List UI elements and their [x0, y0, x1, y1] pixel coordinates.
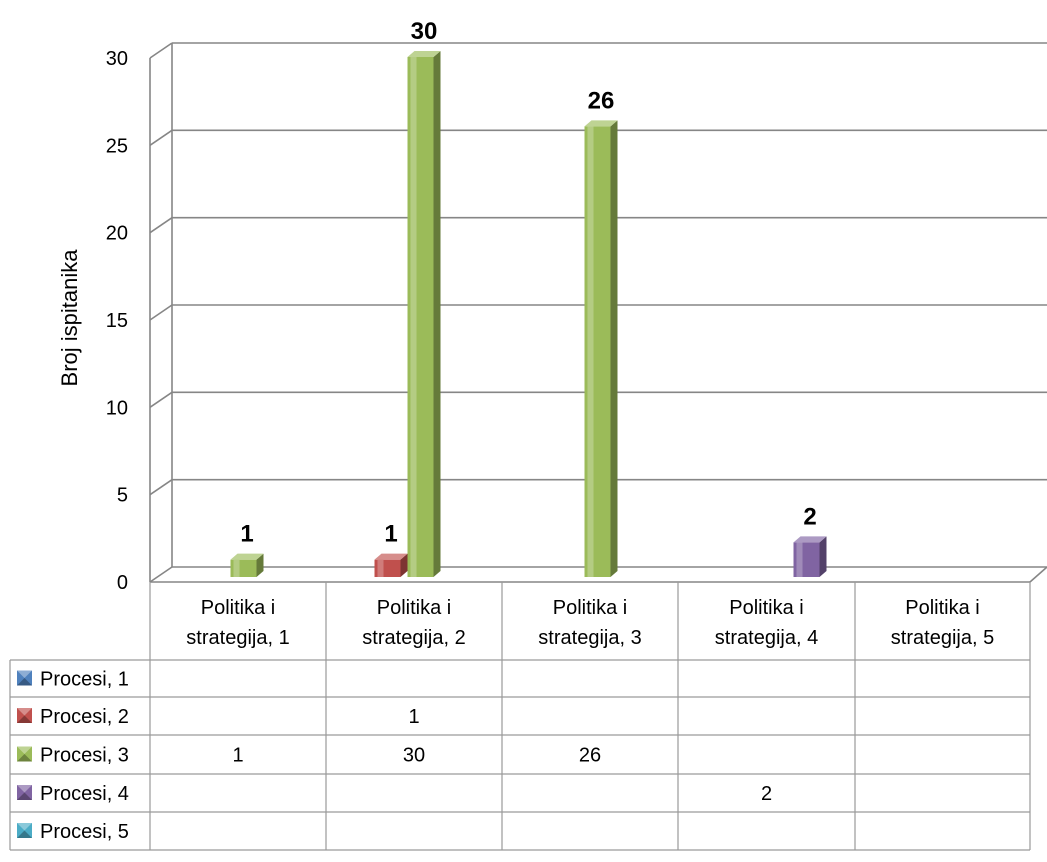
y-tick-label: 30 — [106, 48, 128, 70]
bar-procesi-3 — [584, 120, 618, 577]
data-label: 30 — [411, 18, 438, 45]
bar-top — [230, 553, 264, 560]
data-label: 2 — [803, 503, 816, 530]
legend-key-top — [17, 785, 32, 793]
category-label: strategija, 4 — [715, 627, 818, 649]
y-axis-title: Broj ispitanika — [57, 249, 82, 387]
bar-side — [433, 51, 441, 577]
gridline-diagonal — [149, 129, 173, 146]
data-label: 26 — [588, 87, 615, 114]
bar-side — [610, 120, 618, 577]
category-label: Politika i — [201, 597, 275, 619]
legend-key-top — [17, 823, 32, 831]
gridline-diagonal — [149, 304, 173, 321]
bar-top — [584, 120, 618, 127]
bar-procesi-3 — [407, 51, 441, 577]
gridline-diagonal — [149, 42, 173, 59]
y-tick-label: 5 — [117, 485, 128, 507]
data-labels: 1 1 30 26 2 — [240, 18, 816, 548]
category-label: Politika i — [729, 597, 803, 619]
category-label: strategija, 5 — [891, 627, 994, 649]
gridline-diagonal — [149, 479, 173, 496]
table-cell-value: 30 — [403, 745, 425, 767]
legend-label: Procesi, 5 — [40, 821, 129, 843]
floor-right-edge — [1029, 566, 1047, 583]
bar-top — [374, 553, 408, 560]
bar-side — [400, 553, 408, 577]
legend-key-bottom — [17, 792, 32, 800]
category-label: strategija, 1 — [186, 627, 289, 649]
legend-key-top — [17, 708, 32, 716]
data-table: Politika i strategija, 1 Politika i strateg… — [9, 582, 1031, 851]
category-label: Politika i — [905, 597, 979, 619]
data-label: 1 — [384, 521, 397, 548]
legend-key-bottom — [17, 830, 32, 838]
category-label: Politika i — [553, 597, 627, 619]
bar-highlight — [377, 559, 384, 577]
bars — [230, 51, 827, 577]
data-label: 1 — [240, 521, 253, 548]
legend-label: Procesi, 4 — [40, 783, 129, 805]
y-tick-labels: 0 5 10 15 20 25 30 — [106, 48, 128, 594]
category-label: strategija, 2 — [362, 627, 465, 649]
legend-key-bottom — [17, 715, 32, 723]
gridline-diagonal — [149, 391, 173, 408]
gridline-diagonal — [149, 217, 173, 234]
bar-highlight — [410, 57, 417, 577]
category-label: Politika i — [377, 597, 451, 619]
category-label: strategija, 3 — [538, 627, 641, 649]
bar-highlight — [233, 559, 240, 577]
y-tick-label: 0 — [117, 572, 128, 594]
legend-label: Procesi, 1 — [40, 669, 129, 691]
legend-key-top — [17, 746, 32, 754]
y-tick-label: 10 — [106, 397, 128, 419]
table-cell-value: 1 — [408, 706, 419, 728]
table-cell-value: 1 — [232, 745, 243, 767]
bar-top — [407, 51, 441, 57]
legend-key-bottom — [17, 754, 32, 762]
bar-side — [819, 536, 827, 577]
gridline-diagonal — [149, 566, 173, 583]
bar-procesi-2 — [374, 553, 408, 577]
legend-key-bottom — [17, 678, 32, 686]
legend-label: Procesi, 3 — [40, 745, 129, 767]
bar-highlight — [587, 126, 594, 577]
table-cell-value: 26 — [579, 745, 601, 767]
y-tick-label: 15 — [106, 310, 128, 332]
bar-top — [793, 536, 827, 543]
bar-procesi-4 — [793, 536, 827, 577]
bar-side — [256, 553, 264, 577]
legend-key-top — [17, 670, 32, 678]
y-tick-label: 25 — [106, 135, 128, 157]
table-cell-value: 2 — [761, 783, 772, 805]
legend-label: Procesi, 2 — [40, 706, 129, 728]
bar-procesi-3 — [230, 553, 264, 577]
y-tick-label: 20 — [106, 223, 128, 245]
bar-highlight — [796, 542, 803, 577]
